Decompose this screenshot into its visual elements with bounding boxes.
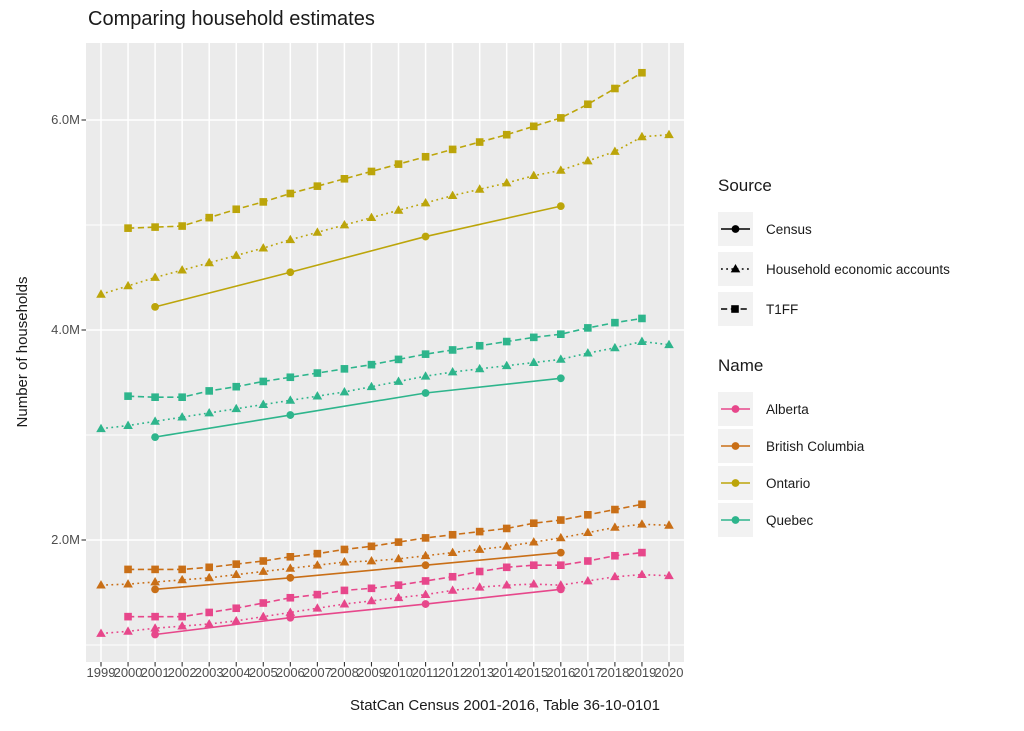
legend-item-ontario: Ontario <box>718 466 864 500</box>
legend-item-census: Census <box>718 212 950 246</box>
y-tick-label: 2.0M <box>51 532 80 547</box>
legend-name-items: Alberta British Columbia Ontario Quebec <box>718 392 864 537</box>
series-line-quebec-square <box>128 317 643 399</box>
y-tick-label: 4.0M <box>51 322 80 337</box>
x-tick-label: 2000 <box>113 665 143 680</box>
x-axis-title: StatCan Census 2001-2016, Table 36-10-01… <box>350 697 660 714</box>
chart-title: Comparing household estimates <box>88 8 375 30</box>
legend-key-circle-icon <box>718 212 753 246</box>
x-tick-label: 2006 <box>275 665 305 680</box>
series-line-ontario-square <box>128 72 643 229</box>
legend-item-alberta: Alberta <box>718 392 864 426</box>
x-tick-label: 2003 <box>194 665 224 680</box>
y-axis-title: Number of households <box>14 276 31 428</box>
legend-source: Source Census Household economic accounts… <box>718 176 950 332</box>
legend-item-label: Quebec <box>766 512 814 528</box>
legend-item-label: Census <box>766 221 812 237</box>
x-tick-label: 2004 <box>221 665 251 680</box>
x-tick-label: 2015 <box>519 665 549 680</box>
x-tick-label: 2010 <box>384 665 413 680</box>
series-line-alberta-triangle <box>100 573 670 635</box>
series-line-british-columbia-square <box>128 503 643 571</box>
legend-item-label: Ontario <box>766 475 811 491</box>
series-line-ontario-circle <box>154 205 561 308</box>
x-tick-label: 2013 <box>465 665 495 680</box>
legend-source-title: Source <box>718 176 772 195</box>
legend-item-label: T1FF <box>766 301 799 317</box>
legend-key-square-icon <box>718 292 753 326</box>
series-line-quebec-triangle <box>100 340 670 430</box>
legend-source-items: Census Household economic accounts T1FF <box>718 212 950 326</box>
legend-name: Name Alberta British Columbia Ontario Quebe… <box>718 356 864 540</box>
x-tick-label: 2019 <box>627 665 657 680</box>
x-tick-label: 1999 <box>86 665 116 680</box>
x-tick-label: 2011 <box>411 665 440 680</box>
x-tick-label: 2018 <box>600 665 630 680</box>
series-line-british-columbia-triangle <box>100 523 670 586</box>
x-tick-label: 2020 <box>654 665 684 680</box>
legend-key-triangle-icon <box>718 252 753 286</box>
legend-name-title: Name <box>718 356 764 375</box>
x-tick-label: 2014 <box>492 665 522 680</box>
x-tick-label: 2012 <box>438 665 468 680</box>
series-line-british-columbia-circle <box>155 551 561 591</box>
x-tick-label: 2002 <box>167 665 197 680</box>
x-tick-label: 2016 <box>546 665 576 680</box>
series-line-alberta-square <box>128 551 643 618</box>
series-line-quebec-circle <box>154 377 561 438</box>
legend-key-circle-icon <box>718 429 753 463</box>
x-tick-label: 2009 <box>357 665 386 680</box>
x-tick-label: 2005 <box>248 665 278 680</box>
legend-item-t1ff: T1FF <box>718 292 950 326</box>
legend-key-circle-icon <box>718 392 753 426</box>
legend-item-quebec: Quebec <box>718 503 864 537</box>
x-tick-label: 2017 <box>573 665 603 680</box>
legend-item-british-columbia: British Columbia <box>718 429 864 463</box>
legend-item-household-economic-accounts: Household economic accounts <box>718 252 950 286</box>
x-tick-label: 2001 <box>140 665 170 680</box>
legend-key-circle-icon <box>718 503 753 537</box>
legend-key-circle-icon <box>718 466 753 500</box>
x-tick-label: 2007 <box>302 665 332 680</box>
legend-item-label: Household economic accounts <box>766 261 950 277</box>
legend-item-label: Alberta <box>766 401 809 417</box>
legend-item-label: British Columbia <box>766 438 865 454</box>
x-tick-label: 2008 <box>329 665 359 680</box>
y-tick-label: 6.0M <box>51 112 80 127</box>
series-line-alberta-circle <box>154 588 561 636</box>
